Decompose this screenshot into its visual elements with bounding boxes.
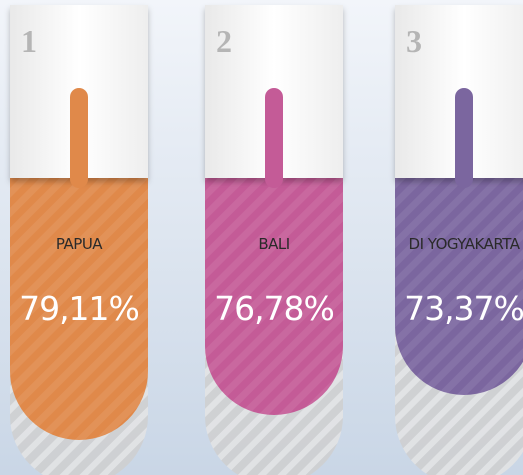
region-name: BALI	[258, 235, 289, 253]
cap-slot	[265, 88, 283, 188]
tube-fill-texture	[10, 170, 148, 440]
tube-fill-texture	[395, 170, 523, 395]
tube-fill-texture	[205, 170, 343, 415]
percentage: 79,11%	[19, 289, 139, 328]
rank-number: 1	[21, 23, 37, 59]
rank-number: 3	[406, 23, 422, 59]
tube: 2 BALI 76,78%	[205, 5, 343, 475]
tube: 3 DI YOGYAKARTA 73,37%	[395, 5, 523, 475]
region-name: PAPUA	[56, 235, 103, 253]
percentage: 76,78%	[214, 289, 334, 328]
cap-slot	[455, 88, 473, 188]
percentage: 73,37%	[404, 289, 523, 328]
region-name: DI YOGYAKARTA	[409, 235, 521, 253]
rank-number: 2	[216, 23, 232, 59]
cap-slot	[70, 88, 88, 188]
tube: 1 PAPUA 79,11%	[10, 5, 148, 475]
